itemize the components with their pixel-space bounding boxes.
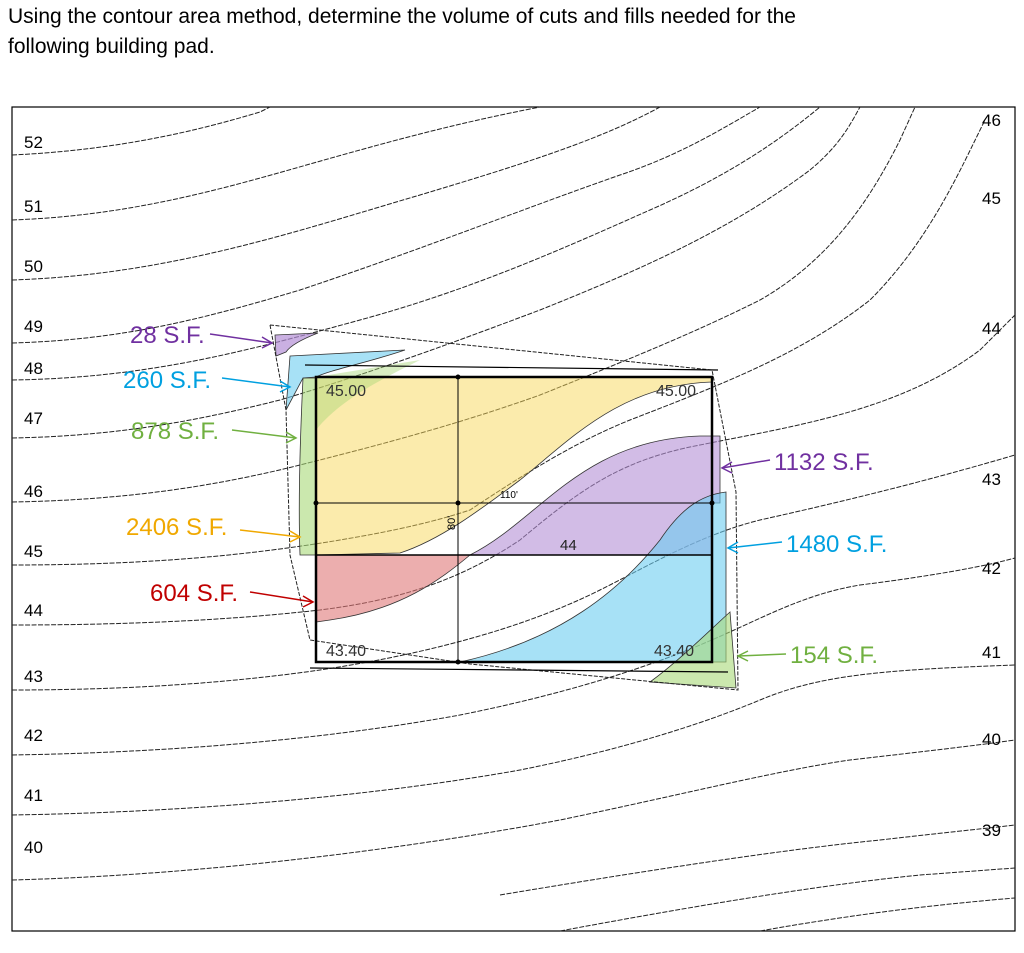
leader-28 — [209, 333, 273, 344]
right-elev: 43 — [982, 470, 1001, 489]
right-elev: 44 — [982, 319, 1001, 338]
height-dimension: 80' — [446, 516, 458, 530]
left-elev: 43 — [24, 667, 43, 686]
area-label-878: 878 S.F. — [131, 418, 219, 445]
leader-arrows — [209, 333, 787, 662]
area-fill-red-604 — [315, 554, 472, 623]
pad-marker — [455, 374, 461, 380]
left-elev: 40 — [24, 838, 43, 857]
area-label-2406: 2406 S.F. — [126, 514, 227, 541]
contour-line — [11, 106, 761, 344]
leader-2406-head — [289, 530, 302, 543]
question-line-2: following building pad. — [8, 35, 215, 58]
left-elev: 44 — [24, 601, 43, 620]
right-elev: 40 — [982, 730, 1001, 749]
leader-154 — [737, 653, 787, 657]
left-elev: 45 — [24, 542, 43, 561]
area-fill-purple-28 — [274, 332, 319, 357]
right-elev: 46 — [982, 111, 1001, 130]
leader-260 — [221, 377, 291, 388]
leader-154-head — [736, 650, 749, 662]
leader-1132 — [721, 459, 771, 469]
pad-grade-line-top — [304, 364, 719, 371]
contour-line — [11, 106, 661, 281]
leader-1132-head — [720, 461, 733, 474]
right-elev: 42 — [982, 559, 1001, 578]
contour-line — [11, 106, 271, 156]
contour-line — [11, 664, 1016, 816]
area-fill-blue-1480 — [459, 491, 727, 663]
left-elev: 46 — [24, 482, 43, 501]
left-elev: 51 — [24, 197, 43, 216]
contour-line — [11, 106, 541, 221]
question-line-1: Using the contour area method, determine… — [8, 5, 796, 28]
pad-marker — [455, 659, 461, 665]
leader-604-head — [302, 595, 315, 608]
leader-1480 — [727, 541, 783, 549]
area-label-604: 604 S.F. — [150, 580, 238, 607]
contour-line — [11, 557, 1016, 756]
leader-604 — [249, 591, 314, 603]
pad-grade-line-bottom — [309, 667, 729, 673]
grading-limit — [269, 324, 739, 691]
leader-2406 — [239, 529, 301, 538]
left-elevation-labels: 52 51 50 49 48 47 46 45 44 43 42 41 40 — [24, 133, 43, 857]
leader-28-head — [261, 336, 274, 349]
contour-line — [11, 106, 861, 439]
contour-line — [559, 867, 1016, 932]
right-elevation-labels: 46 45 44 43 42 41 40 39 — [982, 111, 1001, 840]
contour-line — [11, 454, 1016, 691]
area-fill-green-154 — [648, 611, 737, 689]
contour-line — [11, 119, 986, 566]
leader-878 — [231, 429, 297, 439]
left-elev: 42 — [24, 726, 43, 745]
width-dimension: 110' — [500, 490, 518, 501]
contour-line — [759, 897, 1016, 932]
question-text: Using the contour area method, determine… — [8, 2, 1008, 62]
building-pad — [314, 375, 714, 664]
corner-elev-br: 43.40 — [654, 643, 694, 660]
right-elev: 39 — [982, 821, 1001, 840]
left-elev: 47 — [24, 409, 43, 428]
left-elev: 50 — [24, 257, 43, 276]
area-labels: 28 S.F. 260 S.F. 878 S.F. 2406 S.F. 604 … — [123, 322, 887, 669]
corner-elev-bl: 43.40 — [326, 643, 366, 660]
area-fill-green-878 — [298, 377, 317, 556]
area-fill-yellow — [315, 376, 713, 556]
area-label-1480: 1480 S.F. — [786, 531, 887, 558]
pad-marker — [313, 500, 319, 506]
left-elev: 48 — [24, 359, 43, 378]
area-label-1132: 1132 S.F. — [774, 449, 874, 476]
leader-260-head — [279, 380, 292, 393]
corner-elev-tr: 45.00 — [656, 383, 696, 400]
area-label-28: 28 S.F. — [130, 322, 205, 349]
left-elev: 52 — [24, 133, 43, 152]
right-elev: 41 — [982, 643, 1001, 662]
leader-1480-head — [726, 541, 739, 554]
pad-marker — [709, 500, 715, 506]
leader-878-head — [285, 431, 298, 444]
contour-line — [499, 824, 1016, 896]
left-elev: 49 — [24, 317, 43, 336]
contour-line — [11, 739, 1016, 881]
area-fill-purple-1132 — [469, 435, 721, 556]
right-elev: 45 — [982, 189, 1001, 208]
left-elev: 41 — [24, 786, 43, 805]
pad-marker — [455, 500, 461, 506]
contour-line — [11, 106, 821, 381]
area-label-260: 260 S.F. — [123, 367, 211, 394]
area-label-154: 154 S.F. — [790, 642, 878, 669]
map-frame — [11, 106, 1016, 932]
corner-elev-tl: 45.00 — [326, 383, 366, 400]
mid-contour-label: 44 — [560, 537, 577, 554]
